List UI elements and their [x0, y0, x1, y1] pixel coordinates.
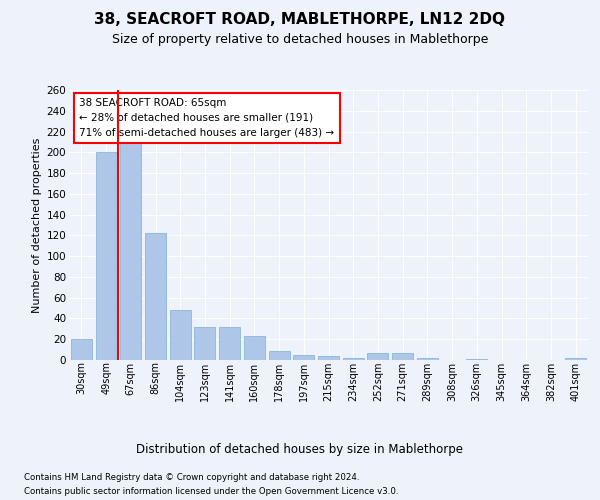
Bar — [194, 327, 215, 360]
Bar — [565, 358, 586, 360]
Text: Size of property relative to detached houses in Mablethorpe: Size of property relative to detached ho… — [112, 32, 488, 46]
Bar — [71, 339, 92, 360]
Bar — [219, 327, 240, 360]
Text: Contains HM Land Registry data © Crown copyright and database right 2024.: Contains HM Land Registry data © Crown c… — [24, 472, 359, 482]
Y-axis label: Number of detached properties: Number of detached properties — [32, 138, 43, 312]
Bar — [318, 356, 339, 360]
Bar — [293, 355, 314, 360]
Bar — [343, 358, 364, 360]
Bar — [269, 350, 290, 360]
Text: Contains public sector information licensed under the Open Government Licence v3: Contains public sector information licen… — [24, 488, 398, 496]
Bar — [95, 152, 116, 360]
Bar — [120, 139, 141, 360]
Bar — [367, 352, 388, 360]
Bar — [244, 336, 265, 360]
Bar — [392, 352, 413, 360]
Bar — [417, 358, 438, 360]
Text: Distribution of detached houses by size in Mablethorpe: Distribution of detached houses by size … — [137, 442, 464, 456]
Text: 38 SEACROFT ROAD: 65sqm
← 28% of detached houses are smaller (191)
71% of semi-d: 38 SEACROFT ROAD: 65sqm ← 28% of detache… — [79, 98, 335, 138]
Text: 38, SEACROFT ROAD, MABLETHORPE, LN12 2DQ: 38, SEACROFT ROAD, MABLETHORPE, LN12 2DQ — [95, 12, 505, 28]
Bar — [466, 359, 487, 360]
Bar — [145, 234, 166, 360]
Bar — [170, 310, 191, 360]
